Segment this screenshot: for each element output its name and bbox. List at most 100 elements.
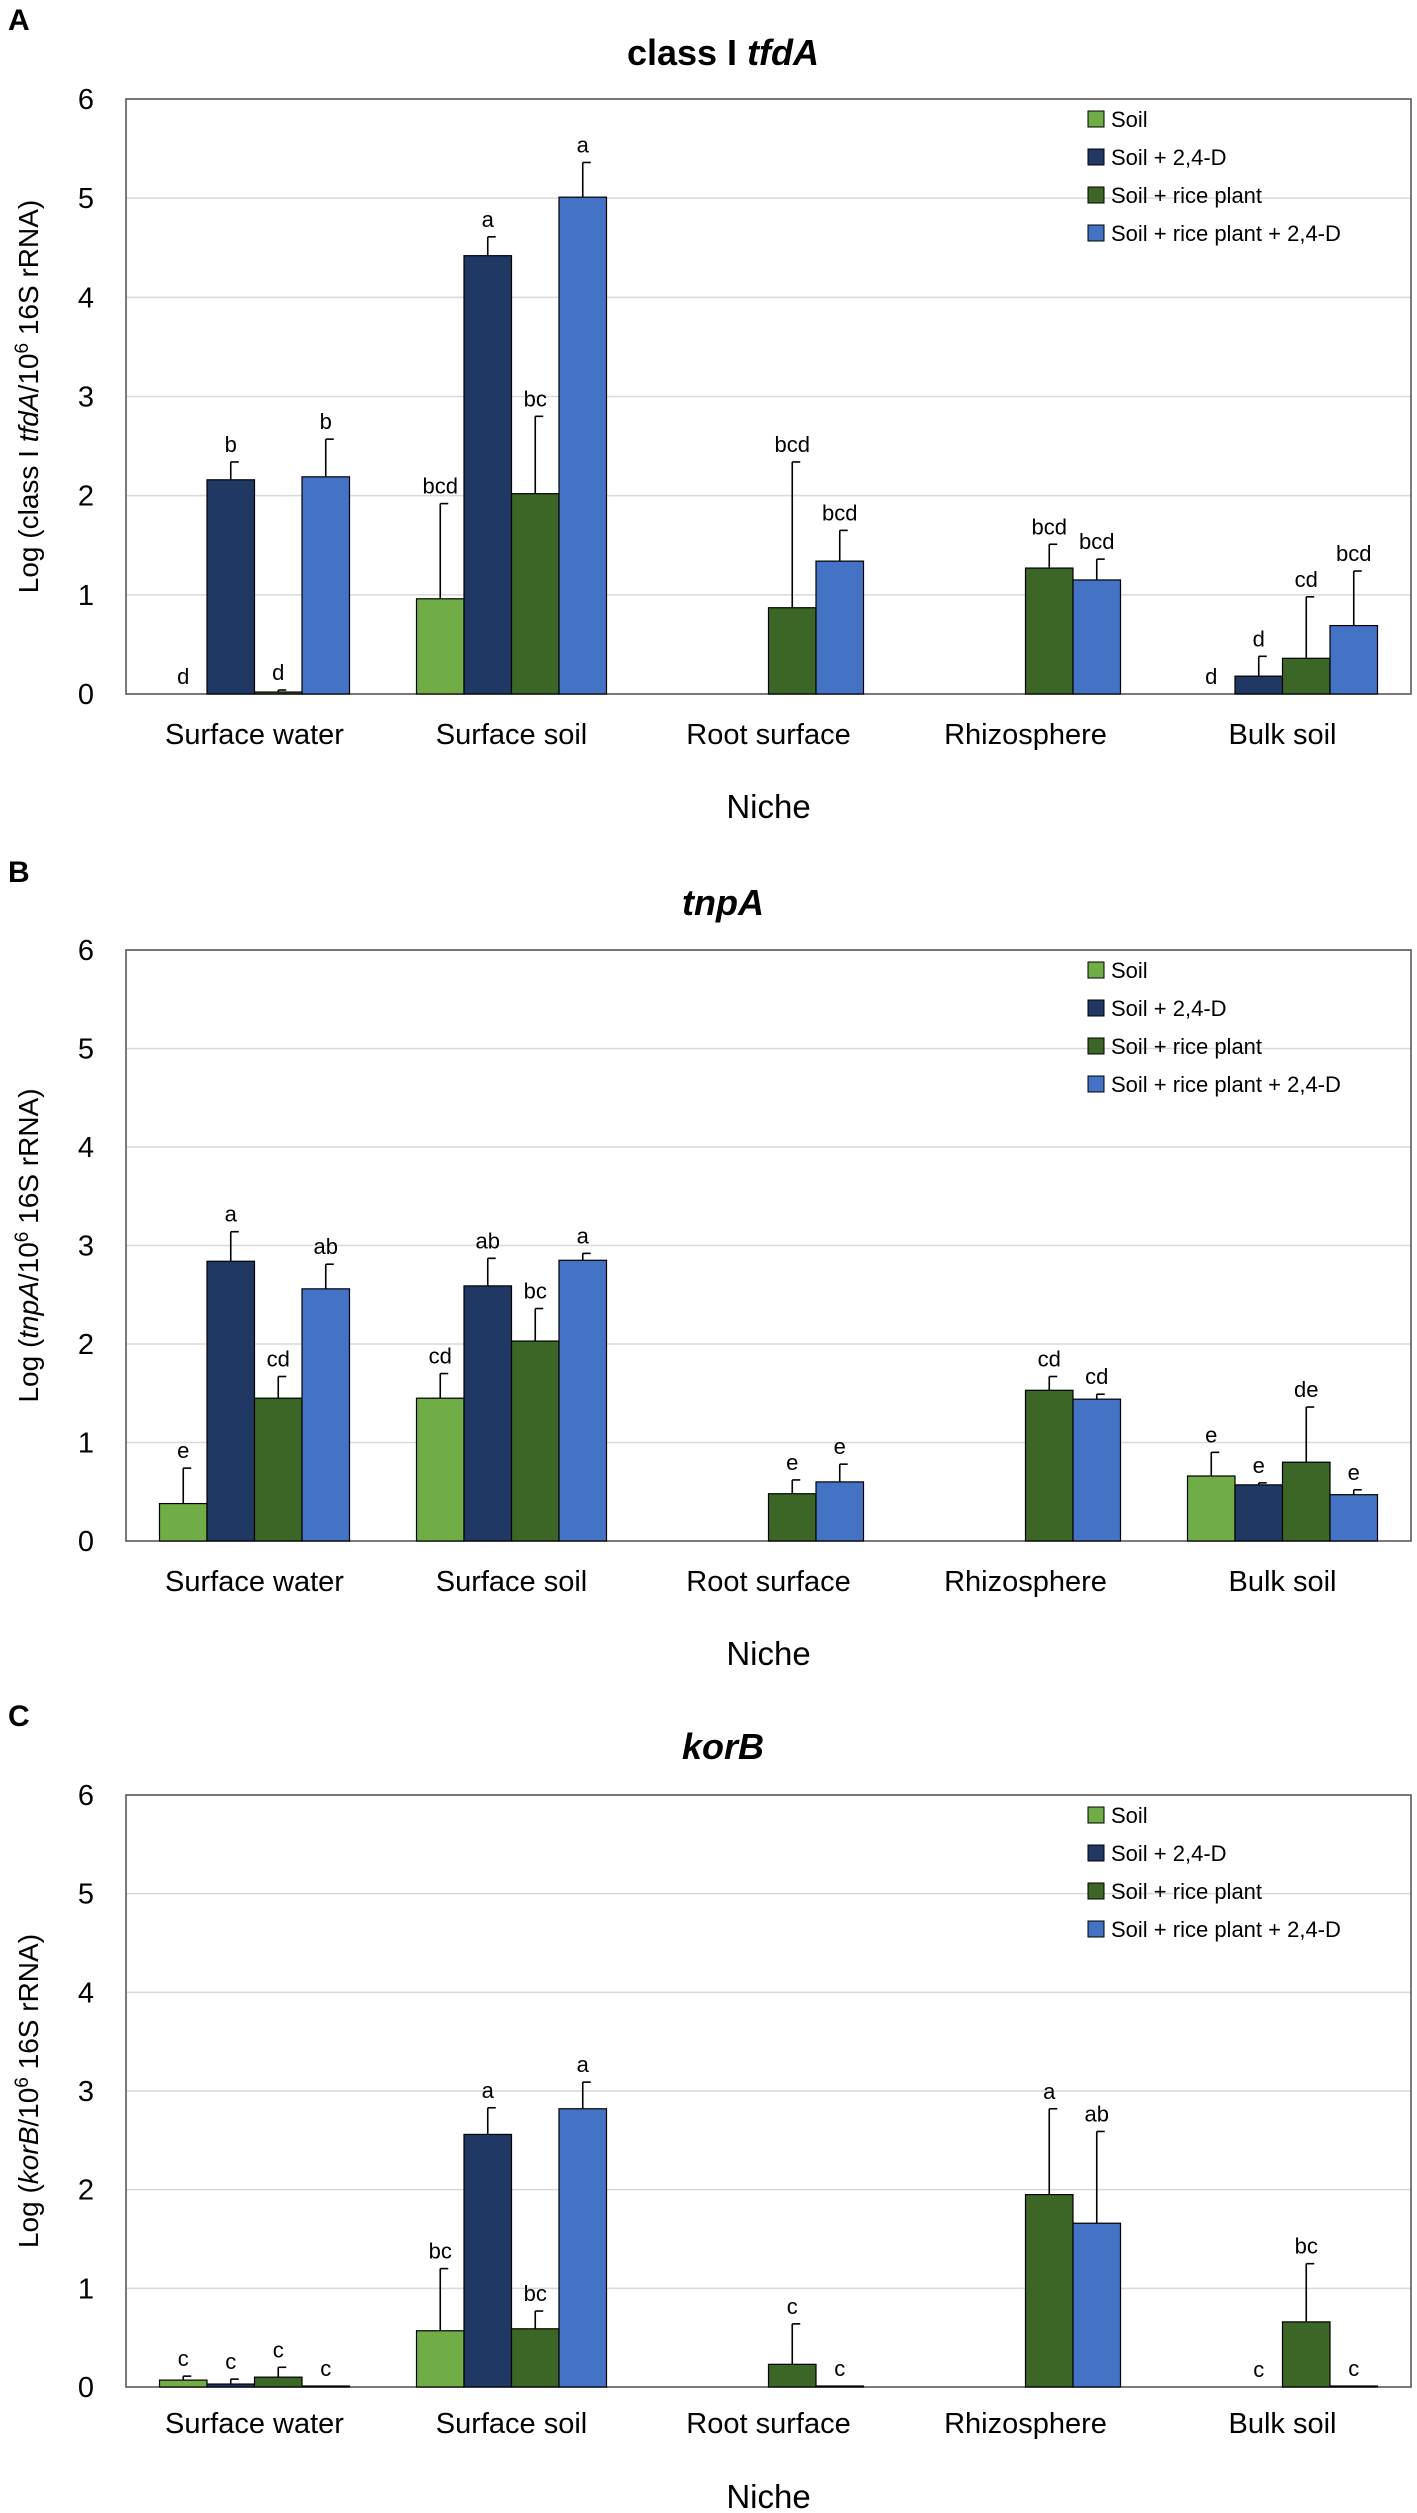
x-axis-label: Niche <box>726 1635 810 1672</box>
significance-label: c <box>225 2349 236 2374</box>
bar <box>463 1285 513 1542</box>
significance-label: cd <box>1038 1347 1061 1372</box>
y-axis-label-part: 6 <box>12 343 33 354</box>
significance-label: c <box>178 2346 189 2371</box>
y-tick-label: 6 <box>78 84 94 116</box>
panel-a: A class I tfdA 0123456dbcddbaddbcbcdbcdc… <box>8 4 1412 825</box>
y-axis-label: Log (korB/106 16S rRNA) <box>12 1934 45 2248</box>
x-tick-label: Bulk soil <box>1229 719 1337 751</box>
significance-label: bcd <box>822 500 857 525</box>
significance-label: b <box>320 409 332 434</box>
significance-label: c <box>273 2337 284 2362</box>
significance-label: bcd <box>423 474 458 499</box>
bar <box>1072 2222 1122 2388</box>
significance-label: bcd <box>1336 541 1371 566</box>
bar <box>1281 1461 1331 1542</box>
x-tick-label: Bulk soil <box>1229 2408 1337 2440</box>
legend-entry: Soil + rice plant + 2,4-D <box>1111 1917 1341 1942</box>
y-tick-label: 5 <box>78 1034 94 1066</box>
significance-label: cd <box>267 1347 290 1372</box>
significance-label: c <box>834 2356 845 2381</box>
legend-swatch <box>1087 1920 1105 1938</box>
bar <box>1329 2385 1379 2388</box>
significance-label: d <box>1205 664 1217 689</box>
significance-label: bcd <box>775 432 810 457</box>
bar <box>253 691 303 695</box>
legend-entry: Soil <box>1111 1803 1148 1828</box>
y-axis-label-part: 6 <box>12 1232 33 1243</box>
significance-label: e <box>177 1438 189 1463</box>
significance-label: ab <box>1085 2101 1109 2126</box>
legend-entry: Soil + rice plant <box>1111 1879 1262 1904</box>
bar <box>415 1397 465 1542</box>
bar <box>415 598 465 695</box>
legend-entry: Soil + 2,4-D <box>1111 145 1227 170</box>
legend-entry: Soil <box>1111 958 1148 983</box>
x-tick-label: Surface water <box>165 1566 344 1598</box>
legend-swatch <box>1087 999 1105 1017</box>
significance-label: d <box>177 664 189 689</box>
bar <box>206 2383 256 2388</box>
legend-swatch <box>1087 110 1105 128</box>
legend-entry: Soil + rice plant <box>1111 1034 1262 1059</box>
bar <box>767 1493 817 1542</box>
y-tick-label: 1 <box>78 2273 94 2305</box>
bar <box>253 1397 303 1542</box>
significance-label: c <box>1253 2357 1264 2382</box>
y-tick-label: 2 <box>78 481 94 513</box>
significance-label: bc <box>524 386 547 411</box>
significance-label: d <box>272 660 284 685</box>
significance-label: a <box>577 1223 590 1248</box>
y-axis-label-part: /10 <box>13 354 44 393</box>
x-tick-label: Rhizosphere <box>944 2408 1107 2440</box>
bar <box>463 255 513 695</box>
x-tick-label: Surface soil <box>436 719 588 751</box>
y-tick-label: 5 <box>78 183 94 215</box>
bar <box>558 196 608 695</box>
significance-label: a <box>225 1202 238 1227</box>
bar <box>158 2379 208 2388</box>
bar <box>206 479 256 695</box>
y-tick-label: 3 <box>78 382 94 414</box>
y-tick-label: 1 <box>78 580 94 612</box>
bar <box>558 1259 608 1542</box>
legend-swatch <box>1087 148 1105 166</box>
significance-label: e <box>1253 1453 1265 1478</box>
bar <box>1329 624 1379 695</box>
bar <box>158 1502 208 1542</box>
y-tick-label: 4 <box>78 1977 94 2009</box>
significance-label: e <box>786 1450 798 1475</box>
legend-swatch <box>1087 186 1105 204</box>
y-axis-label-part: /10 <box>13 2088 44 2127</box>
bar <box>767 607 817 695</box>
y-tick-label: 0 <box>78 679 94 711</box>
significance-label: a <box>577 2052 590 2077</box>
legend-entry: Soil + 2,4-D <box>1111 996 1227 1021</box>
bar <box>1281 657 1331 695</box>
significance-label: ab <box>476 1228 500 1253</box>
legend-swatch <box>1087 1882 1105 1900</box>
y-axis-label-part: Log (class I <box>13 442 44 593</box>
significance-label: e <box>834 1434 846 1459</box>
bar <box>815 1481 865 1542</box>
y-tick-label: 6 <box>78 935 94 967</box>
significance-label: a <box>577 132 590 157</box>
legend-swatch <box>1087 1075 1105 1093</box>
x-tick-label: Rhizosphere <box>944 719 1107 751</box>
bar <box>1024 2194 1074 2388</box>
bar <box>767 2363 817 2388</box>
y-tick-label: 4 <box>78 282 94 314</box>
significance-label: bc <box>1295 2234 1318 2259</box>
bar <box>510 493 560 695</box>
bar <box>206 1260 256 1542</box>
x-tick-label: Root surface <box>686 719 850 751</box>
y-axis-label-part: 16S rRNA) <box>13 1088 44 1231</box>
bar <box>463 2133 513 2388</box>
y-axis-label: Log (class I tfdA/106 16S rRNA) <box>12 200 45 593</box>
x-axis-label: Niche <box>726 788 810 825</box>
bar <box>1024 567 1074 695</box>
bar <box>558 2108 608 2388</box>
significance-label: bc <box>429 2239 452 2264</box>
bar <box>301 1288 351 1542</box>
legend-entry: Soil <box>1111 107 1148 132</box>
